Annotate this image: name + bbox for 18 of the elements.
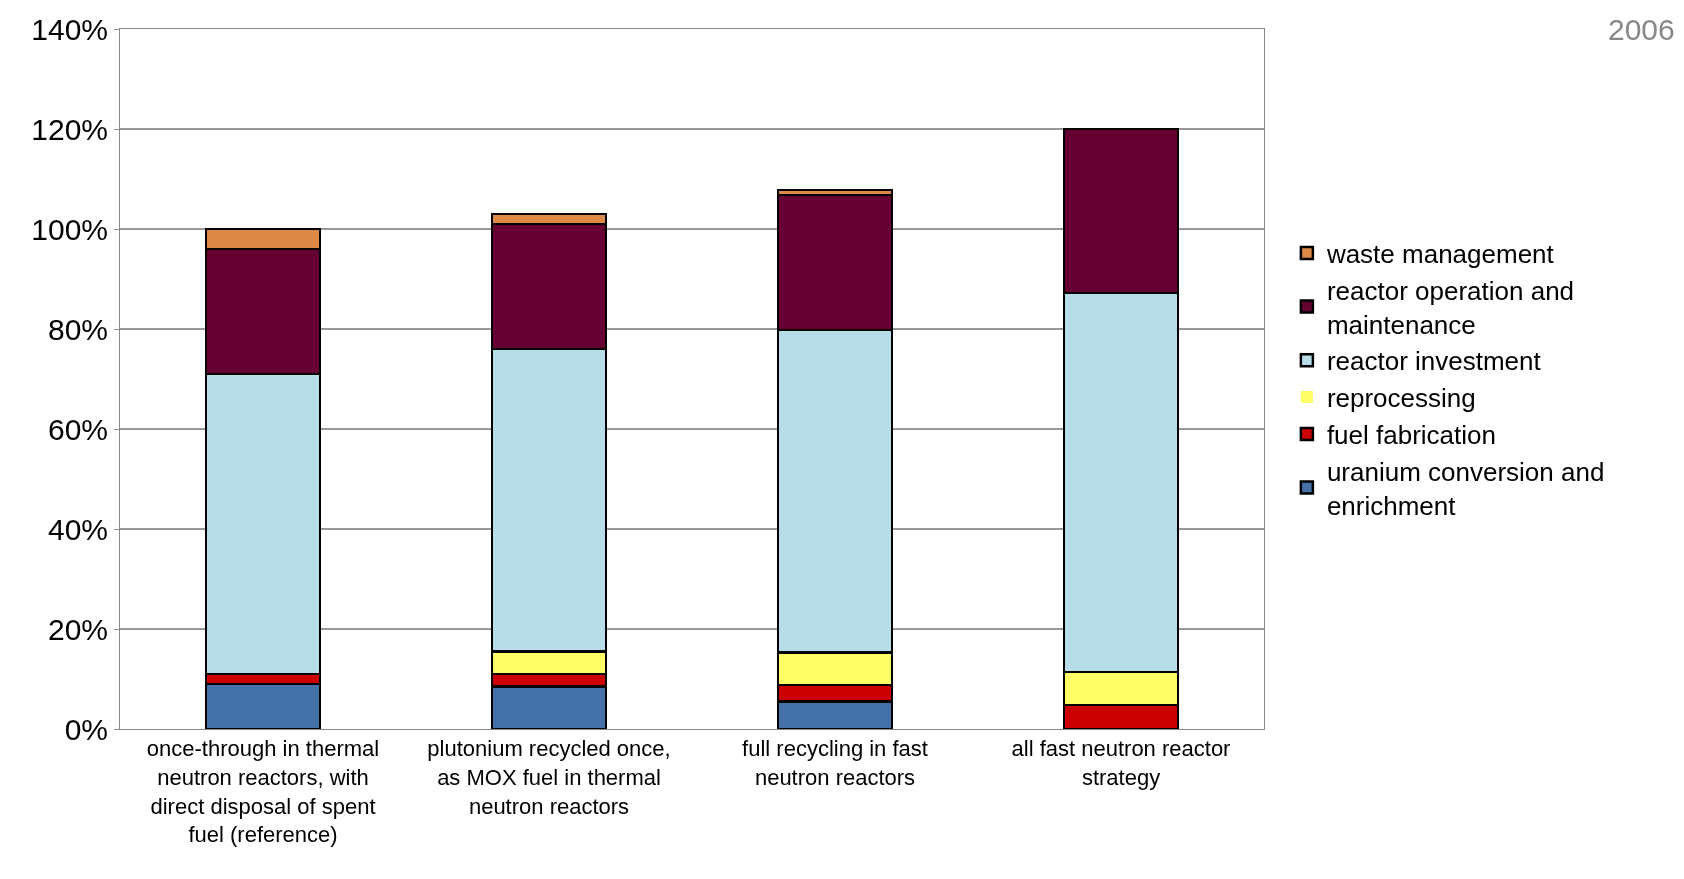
legend-label: waste management — [1325, 239, 1555, 270]
y-tick-label: 40% — [47, 512, 108, 546]
text: 2006 — [1608, 13, 1675, 46]
y-tick-label: 60% — [47, 412, 108, 446]
x-tick-label: full recycling in fast neutron reactors — [742, 736, 928, 790]
y-tick-label: 20% — [47, 612, 108, 646]
x-tick-label: once-through in thermal neutron reactors, with direct disposal of spent fuel (reference) — [146, 736, 380, 848]
x-tick-label: all fast neutron reactor strategy — [1011, 736, 1231, 790]
y-tick-label: 120% — [31, 112, 108, 146]
y-tick-label: 100% — [31, 212, 108, 246]
x-tick-label: plutonium recycled once, as MOX fuel in thermal neutron reactors — [427, 736, 671, 819]
y-tick-label: 0% — [64, 712, 108, 746]
legend-label: reprocessing — [1326, 383, 1476, 414]
y-tick-label: 80% — [47, 312, 108, 346]
legend-label: uranium conversion and enrichment — [1326, 456, 1605, 521]
legend-label: reactor investment — [1326, 346, 1542, 377]
legend-label: fuel fabrication — [1326, 420, 1496, 451]
y-tick-label: 140% — [31, 12, 108, 46]
